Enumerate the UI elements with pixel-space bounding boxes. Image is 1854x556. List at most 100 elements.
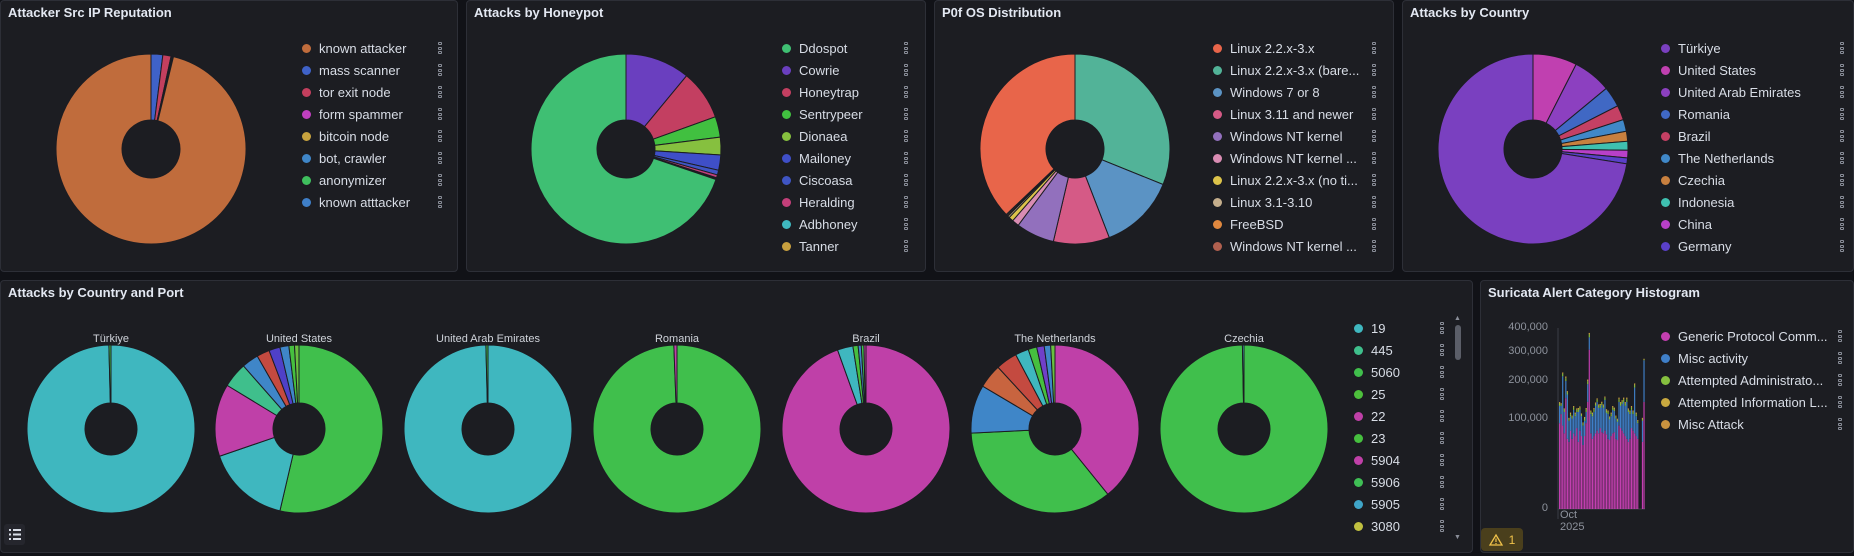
histogram-bar-segment[interactable]: [1591, 414, 1593, 417]
histogram-bar-segment[interactable]: [1637, 420, 1639, 421]
histogram-bar-segment[interactable]: [1635, 412, 1637, 414]
legend-item[interactable]: Czechia: [1661, 169, 1844, 191]
histogram-bar-segment[interactable]: [1559, 402, 1561, 403]
histogram-bar-segment[interactable]: [1574, 416, 1576, 437]
histogram-bar-segment[interactable]: [1623, 433, 1625, 509]
histogram-bar-segment[interactable]: [1630, 428, 1633, 509]
histogram-bar-segment[interactable]: [1619, 403, 1622, 406]
histogram-bar-segment[interactable]: [1569, 412, 1572, 415]
histogram-bar-segment[interactable]: [1574, 412, 1576, 414]
legend-item[interactable]: Linux 2.2.x-3.x: [1213, 37, 1376, 59]
histogram-bar-segment[interactable]: [1585, 408, 1587, 409]
histogram-bar-segment[interactable]: [1598, 405, 1600, 408]
histogram-bar-segment[interactable]: [1582, 422, 1584, 424]
histogram-bar-segment[interactable]: [1604, 430, 1606, 509]
histogram-bar-segment[interactable]: [1612, 406, 1614, 408]
legend-item[interactable]: Mailoney: [782, 147, 908, 169]
histogram-bar-segment[interactable]: [1569, 412, 1572, 414]
histogram-bar-segment[interactable]: [1590, 433, 1592, 509]
histogram-bar-segment[interactable]: [1619, 402, 1622, 403]
legend-item[interactable]: Brazil: [1661, 125, 1844, 147]
histogram-bar-segment[interactable]: [1579, 406, 1581, 408]
legend-item-menu-icon[interactable]: [1838, 396, 1842, 408]
histogram-bar-segment[interactable]: [1618, 425, 1620, 509]
histogram-bar-segment[interactable]: [1569, 414, 1572, 417]
histogram-bar-segment[interactable]: [1607, 411, 1609, 415]
histogram-bar-segment[interactable]: [1560, 403, 1562, 404]
legend-item-menu-icon[interactable]: [1372, 86, 1376, 98]
histogram-bar-segment[interactable]: [1580, 416, 1583, 437]
port-slice[interactable]: [863, 344, 867, 404]
histogram-bar-segment[interactable]: [1602, 404, 1604, 406]
histogram-bar-segment[interactable]: [1641, 418, 1644, 419]
histogram-bar-segment[interactable]: [1585, 409, 1587, 412]
legend-item-menu-icon[interactable]: [1840, 174, 1844, 186]
histogram-bar-segment[interactable]: [1584, 416, 1586, 418]
histogram-bar-segment[interactable]: [1573, 433, 1575, 509]
legend-item-menu-icon[interactable]: [904, 42, 908, 54]
legend-item-menu-icon[interactable]: [904, 108, 908, 120]
histogram-bar-segment[interactable]: [1635, 414, 1637, 417]
histogram-bar-segment[interactable]: [1577, 408, 1579, 409]
histogram-bar-segment[interactable]: [1563, 408, 1565, 410]
histogram-bar-segment[interactable]: [1565, 376, 1567, 378]
histogram-bar-segment[interactable]: [1624, 402, 1626, 403]
legend-item[interactable]: Dionaea: [782, 125, 908, 147]
port-slice[interactable]: [970, 429, 1109, 514]
histogram-bar-segment[interactable]: [1613, 407, 1615, 410]
legend-item[interactable]: 23: [1354, 427, 1444, 449]
legend-item-menu-icon[interactable]: [438, 130, 442, 142]
histogram-bar-segment[interactable]: [1634, 387, 1636, 434]
legend-item-menu-icon[interactable]: [1440, 498, 1444, 510]
legend-item-menu-icon[interactable]: [438, 86, 442, 98]
port-slice[interactable]: [1050, 344, 1056, 404]
histogram-bar-segment[interactable]: [1559, 403, 1561, 406]
histogram-bar-segment[interactable]: [1610, 412, 1612, 414]
histogram-bar-segment[interactable]: [1619, 405, 1622, 429]
legend-item[interactable]: 5905: [1354, 493, 1444, 515]
histogram-bar-segment[interactable]: [1587, 381, 1589, 385]
histogram-bar-segment[interactable]: [1571, 418, 1573, 439]
histogram-bar-segment[interactable]: [1634, 433, 1636, 509]
legend-item[interactable]: 445: [1354, 339, 1444, 361]
scroll-down-arrow-icon[interactable]: ▼: [1454, 534, 1461, 541]
histogram-bar-segment[interactable]: [1619, 428, 1622, 509]
histogram-bar-segment[interactable]: [1626, 399, 1628, 402]
histogram-bar-segment[interactable]: [1605, 412, 1608, 435]
legend-item[interactable]: Ciscoasa: [782, 169, 908, 191]
legend-item-menu-icon[interactable]: [904, 218, 908, 230]
histogram-bar-segment[interactable]: [1568, 420, 1570, 442]
legend-item[interactable]: Adbhoney: [782, 213, 908, 235]
legend-item[interactable]: bitcoin node: [302, 125, 442, 147]
legend-item[interactable]: United States: [1661, 59, 1844, 81]
histogram-bar-segment[interactable]: [1621, 401, 1623, 404]
histogram-bar-segment[interactable]: [1618, 399, 1620, 402]
histogram-bar-segment[interactable]: [1565, 398, 1567, 509]
legend-toggle-button[interactable]: [4, 524, 25, 545]
histogram-bar-segment[interactable]: [1574, 414, 1576, 417]
legend-item-menu-icon[interactable]: [1838, 352, 1842, 364]
legend-item[interactable]: Windows NT kernel: [1213, 125, 1376, 147]
legend-item-menu-icon[interactable]: [904, 86, 908, 98]
legend-item[interactable]: Indonesia: [1661, 191, 1844, 213]
legend-item[interactable]: 5060: [1354, 361, 1444, 383]
port-slice[interactable]: [673, 344, 678, 404]
histogram-bar-segment[interactable]: [1563, 409, 1565, 412]
histogram-bar-segment[interactable]: [1609, 417, 1611, 420]
histogram-bar-segment[interactable]: [1616, 418, 1619, 420]
p0f-slice[interactable]: [979, 53, 1076, 216]
histogram-bar-segment[interactable]: [1607, 438, 1609, 509]
legend-item[interactable]: China: [1661, 213, 1844, 235]
legend-item-menu-icon[interactable]: [1440, 454, 1444, 466]
histogram-bar-segment[interactable]: [1598, 404, 1600, 406]
legend-item-menu-icon[interactable]: [1372, 218, 1376, 230]
histogram-bar-segment[interactable]: [1565, 381, 1567, 399]
histogram-bar-segment[interactable]: [1588, 337, 1590, 350]
histogram-bar-segment[interactable]: [1566, 391, 1568, 392]
histogram-bar-segment[interactable]: [1577, 409, 1579, 412]
histogram-bar-segment[interactable]: [1602, 407, 1604, 434]
legend-item[interactable]: Attempted Information L...: [1661, 391, 1842, 413]
histogram-bar-segment[interactable]: [1643, 358, 1645, 360]
histogram-bar-segment[interactable]: [1562, 425, 1564, 509]
histogram-bar-segment[interactable]: [1577, 441, 1579, 509]
